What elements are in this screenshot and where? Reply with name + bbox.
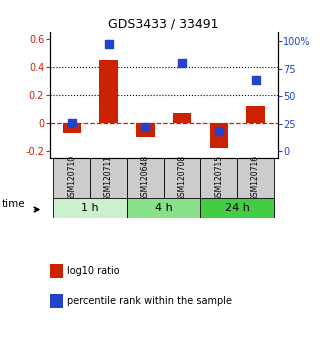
Bar xyxy=(100,60,118,123)
Bar xyxy=(173,113,191,123)
Text: 4 h: 4 h xyxy=(155,203,173,213)
Text: GSM120710: GSM120710 xyxy=(67,155,76,201)
Text: GSM120708: GSM120708 xyxy=(178,155,187,201)
Point xyxy=(106,41,111,47)
Text: GSM120711: GSM120711 xyxy=(104,155,113,201)
Bar xyxy=(237,158,274,198)
Bar xyxy=(127,198,201,218)
Bar xyxy=(201,158,237,198)
Text: log10 ratio: log10 ratio xyxy=(67,266,120,276)
Text: 1 h: 1 h xyxy=(82,203,99,213)
Bar xyxy=(136,123,154,137)
Point xyxy=(69,120,74,125)
Bar xyxy=(63,123,81,133)
Bar xyxy=(247,106,265,123)
Point xyxy=(143,124,148,130)
Bar xyxy=(53,158,90,198)
Bar xyxy=(127,158,164,198)
Text: time: time xyxy=(2,199,25,209)
Text: GSM120715: GSM120715 xyxy=(214,155,223,201)
Text: 24 h: 24 h xyxy=(225,203,250,213)
Text: GSM120648: GSM120648 xyxy=(141,155,150,201)
Bar xyxy=(90,158,127,198)
Point xyxy=(216,129,221,134)
Point xyxy=(253,77,258,82)
Point xyxy=(179,60,185,66)
Bar xyxy=(53,198,127,218)
Bar xyxy=(201,198,274,218)
Text: percentile rank within the sample: percentile rank within the sample xyxy=(67,296,232,306)
Bar xyxy=(164,158,201,198)
Title: GDS3433 / 33491: GDS3433 / 33491 xyxy=(108,18,219,31)
Text: GSM120716: GSM120716 xyxy=(251,155,260,201)
Bar xyxy=(210,123,228,148)
